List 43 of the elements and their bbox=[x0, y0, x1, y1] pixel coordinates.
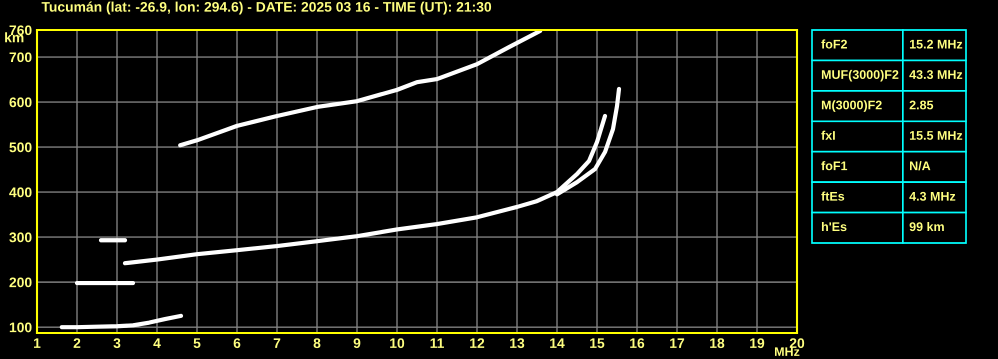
x-tick-label: 6 bbox=[234, 338, 240, 348]
text: M(3000)F2 bbox=[822, 100, 882, 112]
x-tick-label: 5 bbox=[194, 338, 200, 348]
text: 15.5 MHz bbox=[910, 131, 962, 140]
x-tick-label: 18 bbox=[710, 338, 724, 348]
x-tick-label: 8 bbox=[314, 338, 320, 348]
text: h'Es bbox=[822, 222, 846, 232]
x-tick-label: 2 bbox=[74, 338, 80, 348]
y-tick-label: 100 bbox=[10, 322, 32, 332]
text: 4.3 MHz bbox=[909, 192, 956, 201]
x-tick-label: 19 bbox=[750, 338, 764, 348]
text: N/A bbox=[910, 161, 930, 170]
text: MUF(3000)F2 bbox=[822, 70, 898, 82]
text: ftEs bbox=[821, 192, 844, 201]
x-tick-label: 13 bbox=[510, 338, 524, 348]
x-tick-label: 9 bbox=[354, 338, 360, 348]
x-tick-label: 12 bbox=[470, 338, 484, 348]
text: 15.2 MHz bbox=[910, 40, 962, 49]
x-tick-label: 15 bbox=[590, 338, 604, 348]
x-tick-label: 7 bbox=[274, 338, 280, 348]
text: 2.85 bbox=[910, 100, 934, 110]
x-tick-label: 14 bbox=[550, 338, 565, 348]
x-tick-label: 4 bbox=[153, 338, 161, 348]
x-tick-label: 10 bbox=[390, 338, 404, 348]
text: foF2 bbox=[821, 39, 847, 49]
x-tick-label: 20 bbox=[790, 338, 804, 348]
x-tick-label: 16 bbox=[630, 338, 644, 348]
y-tick-label: 700 bbox=[10, 52, 32, 62]
text: 43.3 MHz bbox=[909, 70, 962, 80]
x-tick-label: 3 bbox=[113, 338, 120, 348]
x-tick-label: 11 bbox=[430, 338, 444, 348]
text: foF1 bbox=[821, 161, 848, 170]
x-axis-title: MHz bbox=[774, 347, 800, 356]
text: 99 km bbox=[910, 222, 944, 232]
chart-title: Tucumán (lat: -26.9, lon: 294.6) - DATE: 2025 03 16 - TIME (UT): 21:30 bbox=[42, 1, 492, 15]
text: fxI bbox=[821, 130, 835, 140]
y-tick-label: 400 bbox=[9, 187, 32, 198]
x-tick-label: 1 bbox=[34, 338, 40, 348]
y-tick-label: 500 bbox=[9, 142, 32, 152]
y-tick-label: 300 bbox=[9, 232, 32, 242]
x-tick-label: 17 bbox=[670, 338, 684, 348]
y-tick-label: 200 bbox=[9, 277, 32, 288]
y-tick-label: 600 bbox=[9, 97, 32, 108]
